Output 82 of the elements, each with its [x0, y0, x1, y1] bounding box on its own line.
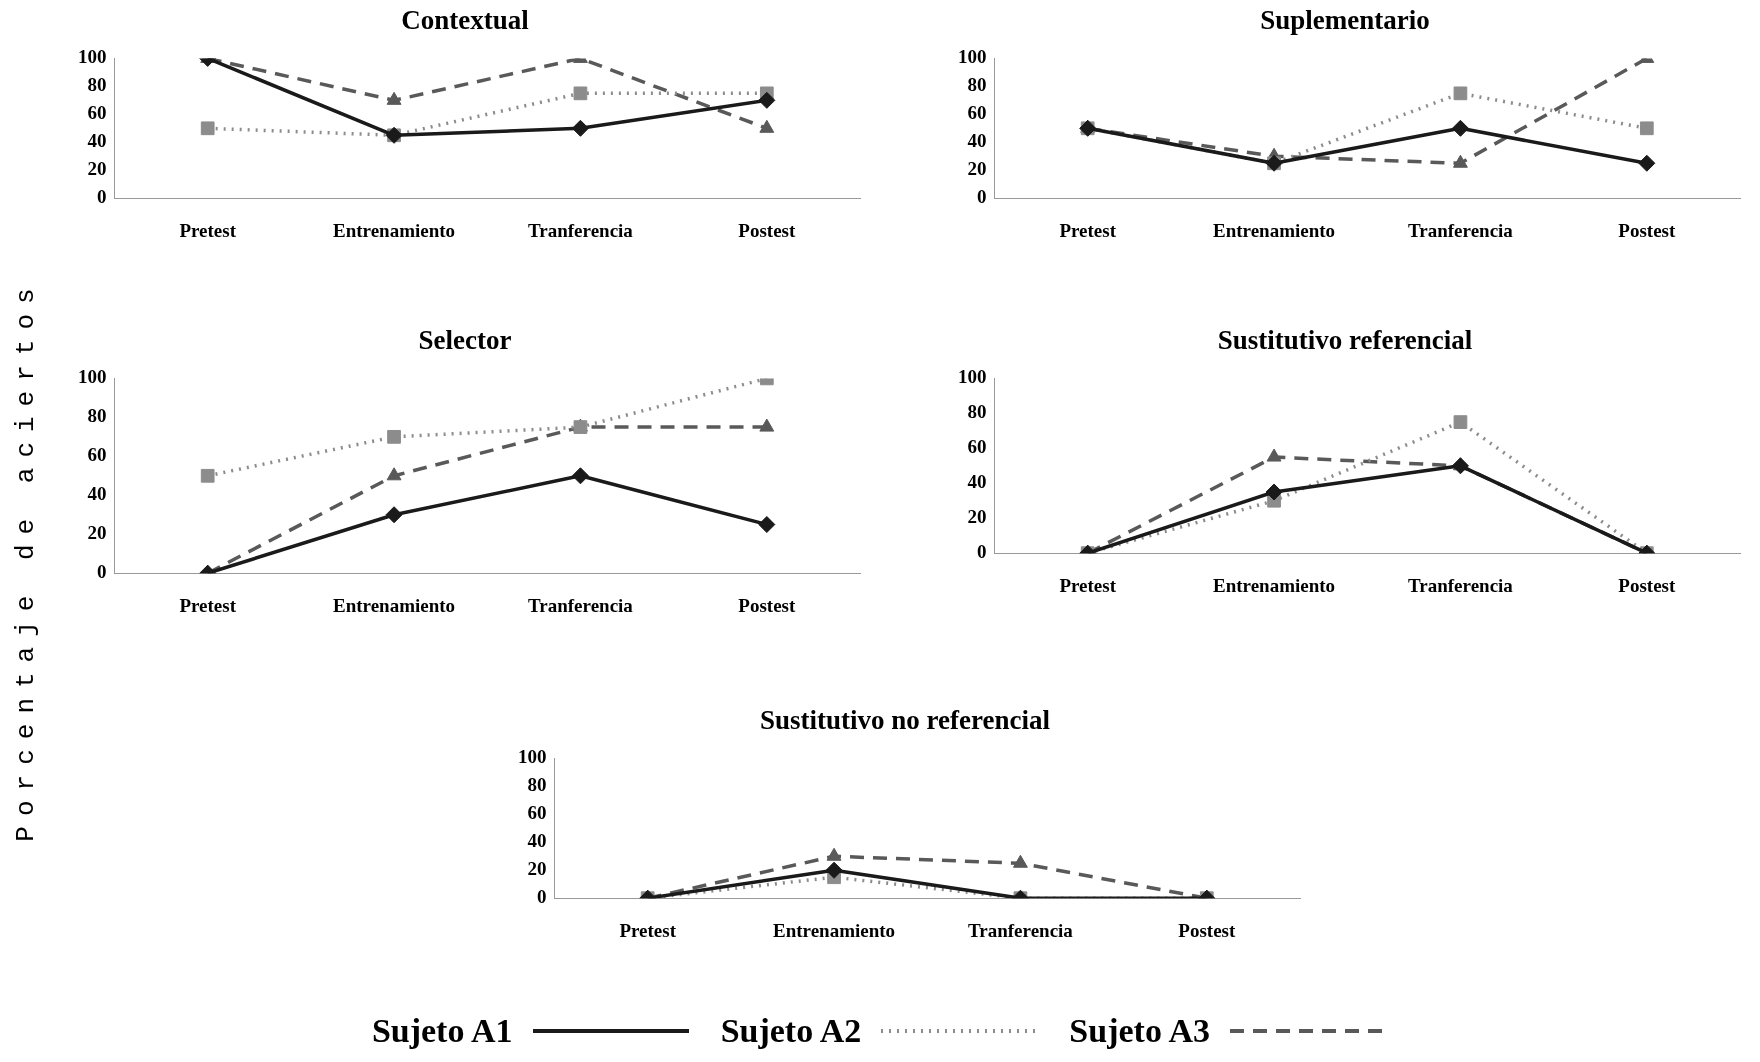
point: [200, 468, 215, 483]
point: [387, 429, 401, 444]
point: [386, 467, 402, 481]
point: [759, 418, 775, 432]
y-tick-label: 40: [87, 130, 107, 152]
x-tick-label: Tranferencia: [968, 919, 1074, 941]
y-tick-label: 40: [967, 471, 987, 493]
y-tick-label: 60: [967, 436, 987, 458]
x-tick-label: Entrenamiento: [333, 219, 456, 241]
y-tick-label: 0: [97, 186, 107, 208]
point: [573, 86, 588, 101]
point: [385, 506, 403, 524]
chart-title: Contextual: [401, 5, 530, 36]
y-tick-label: 80: [87, 74, 107, 96]
point: [1453, 154, 1468, 168]
x-tick-label: Entrenamiento: [773, 919, 896, 941]
y-tick-label: 40: [967, 130, 987, 152]
x-tick-label: Entrenamiento: [1213, 219, 1336, 241]
x-tick-label: Pretest: [619, 919, 677, 941]
chart-title: Sustitutivo referencial: [1217, 325, 1473, 356]
y-tick-label: 40: [527, 830, 547, 852]
point: [1451, 119, 1469, 137]
chart-title: Suplementario: [1260, 5, 1430, 36]
y-axis-title: Porcentaje de aciertos: [11, 278, 41, 842]
x-tick-label: Postest: [738, 594, 796, 616]
y-tick-label: 60: [87, 102, 107, 124]
y-tick-label: 20: [87, 522, 107, 544]
legend-label: Sujeto A1: [371, 1012, 513, 1050]
x-tick-label: Tranferencia: [528, 594, 634, 616]
chart-title: Selector: [418, 325, 512, 356]
x-tick-label: Postest: [1618, 574, 1676, 596]
y-tick-label: 100: [78, 366, 107, 388]
point: [1451, 457, 1469, 475]
point: [758, 516, 776, 533]
y-tick-label: 0: [97, 561, 107, 583]
x-tick-label: Pretest: [179, 594, 237, 616]
x-tick-label: Tranferencia: [1408, 574, 1514, 596]
y-tick-label: 20: [967, 506, 987, 528]
x-tick-label: Postest: [738, 219, 796, 241]
point: [200, 121, 215, 136]
point: [1639, 121, 1654, 136]
chart-title: Sustitutivo no referencial: [760, 705, 1051, 736]
x-tick-label: Pretest: [1059, 219, 1117, 241]
point: [571, 119, 589, 137]
y-tick-label: 60: [87, 444, 107, 466]
x-tick-label: Entrenamiento: [333, 594, 456, 616]
point: [826, 847, 842, 861]
y-tick-label: 80: [527, 774, 547, 796]
y-tick-label: 20: [87, 158, 107, 180]
x-tick-label: Tranferencia: [528, 219, 634, 241]
point: [571, 467, 589, 485]
x-tick-label: Entrenamiento: [1213, 574, 1336, 596]
y-tick-label: 0: [537, 886, 547, 908]
x-tick-label: Pretest: [179, 219, 237, 241]
x-tick-label: Tranferencia: [1408, 219, 1514, 241]
y-tick-label: 100: [78, 46, 107, 68]
x-tick-label: Postest: [1178, 919, 1236, 941]
y-tick-label: 100: [958, 366, 987, 388]
point: [758, 91, 776, 109]
point: [1266, 448, 1282, 462]
y-tick-label: 20: [527, 858, 547, 880]
y-tick-label: 20: [967, 158, 987, 180]
point: [1453, 415, 1468, 429]
y-tick-label: 0: [977, 541, 987, 563]
y-tick-label: 100: [958, 46, 987, 68]
point: [1265, 483, 1283, 501]
y-tick-label: 80: [967, 74, 987, 96]
x-tick-label: Pretest: [1059, 574, 1117, 596]
y-tick-label: 60: [967, 102, 987, 124]
x-tick-label: Postest: [1618, 219, 1676, 241]
y-tick-label: 80: [967, 401, 987, 423]
point: [759, 119, 775, 133]
point: [1453, 86, 1468, 101]
point: [1013, 854, 1028, 868]
y-tick-label: 100: [518, 746, 547, 768]
legend-label: Sujeto A3: [1069, 1012, 1211, 1050]
y-tick-label: 40: [87, 483, 107, 505]
point: [1638, 154, 1656, 172]
y-tick-label: 0: [977, 186, 987, 208]
y-tick-label: 60: [527, 802, 547, 824]
y-tick-label: 80: [87, 405, 107, 427]
legend-label: Sujeto A2: [720, 1012, 862, 1050]
